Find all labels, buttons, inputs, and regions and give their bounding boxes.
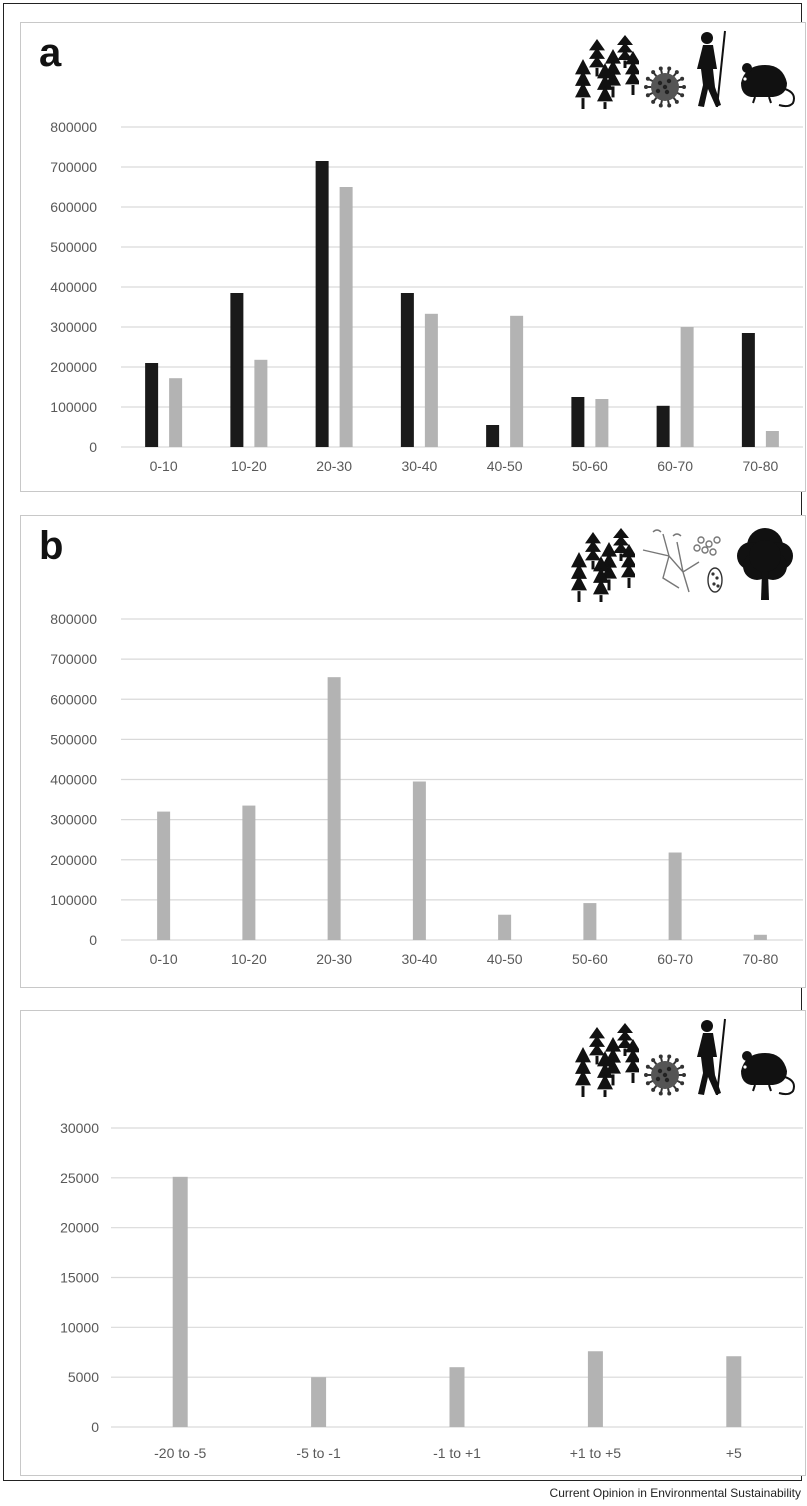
icon-row bbox=[575, 29, 797, 109]
virus-icon bbox=[644, 1054, 686, 1096]
y-tick-label: 5000 bbox=[68, 1369, 99, 1385]
y-tick-label: 30000 bbox=[60, 1120, 99, 1136]
bar bbox=[486, 425, 500, 447]
x-tick-label: -20 to -5 bbox=[154, 1445, 206, 1461]
bar bbox=[172, 1176, 188, 1427]
y-tick-label: 600000 bbox=[50, 199, 97, 215]
x-tick-label: +1 to +5 bbox=[570, 1445, 622, 1461]
x-tick-label: 50-60 bbox=[572, 951, 608, 967]
bar bbox=[145, 363, 159, 447]
source-credit: Current Opinion in Environmental Sustain… bbox=[549, 1486, 801, 1500]
human-icon bbox=[697, 30, 726, 108]
y-tick-label: 300000 bbox=[50, 319, 97, 335]
y-tick-label: 800000 bbox=[50, 611, 97, 627]
bar bbox=[315, 161, 329, 447]
x-tick-label: 30-40 bbox=[401, 458, 437, 474]
y-tick-label: 800000 bbox=[50, 119, 97, 135]
forest-icon bbox=[571, 528, 635, 602]
y-tick-label: 500000 bbox=[50, 731, 97, 747]
y-tick-label: 20000 bbox=[60, 1220, 99, 1236]
bar bbox=[753, 934, 767, 940]
y-tick-label: 700000 bbox=[50, 651, 97, 667]
bar bbox=[254, 359, 268, 447]
x-tick-label: 0-10 bbox=[150, 458, 178, 474]
x-tick-label: 40-50 bbox=[487, 951, 523, 967]
y-tick-label: 100000 bbox=[50, 892, 97, 908]
bar-chart-a: 0 100000 200000 300000 400000 500000 600000 700… bbox=[50, 119, 803, 474]
chart-panel-c: 0 5000 10000 15000 20000 25000 30000 -20 to -5 -… bbox=[20, 1010, 806, 1476]
bar bbox=[424, 313, 438, 447]
y-tick-label: 400000 bbox=[50, 772, 97, 788]
panel-label: b bbox=[39, 524, 64, 568]
bar bbox=[169, 378, 183, 447]
bar bbox=[311, 1377, 327, 1427]
y-tick-label: 600000 bbox=[50, 691, 97, 707]
bar bbox=[741, 333, 755, 447]
x-tick-label: 10-20 bbox=[231, 458, 267, 474]
y-tick-label: 10000 bbox=[60, 1319, 99, 1335]
x-tick-label: 30-40 bbox=[401, 951, 437, 967]
y-tick-label: 15000 bbox=[60, 1270, 99, 1286]
chart-panel-a: 0 100000 200000 300000 400000 500000 600000 700… bbox=[20, 22, 806, 492]
bar bbox=[668, 852, 682, 940]
fungus-icon bbox=[642, 529, 723, 593]
chart-panel-b: 0 100000 200000 300000 400000 500000 600000 700… bbox=[20, 515, 806, 988]
x-tick-label: 20-30 bbox=[316, 951, 352, 967]
x-tick-label: -1 to +1 bbox=[433, 1445, 481, 1461]
forest-icon bbox=[575, 1023, 639, 1097]
rat-icon bbox=[741, 1051, 795, 1096]
x-tick-label: 60-70 bbox=[657, 458, 693, 474]
bar bbox=[583, 903, 597, 940]
y-tick-label: 500000 bbox=[50, 239, 97, 255]
x-tick-label: 10-20 bbox=[231, 951, 267, 967]
bar bbox=[412, 781, 426, 940]
y-tick-label: 200000 bbox=[50, 852, 97, 868]
bar bbox=[400, 293, 414, 447]
x-tick-label: 50-60 bbox=[572, 458, 608, 474]
rat-icon bbox=[741, 63, 795, 108]
bar bbox=[680, 327, 694, 447]
x-tick-label: 70-80 bbox=[742, 951, 778, 967]
tree-icon bbox=[737, 528, 793, 600]
bar bbox=[726, 1356, 742, 1427]
bar bbox=[230, 293, 244, 447]
bar bbox=[327, 677, 341, 940]
y-tick-label: 25000 bbox=[60, 1170, 99, 1186]
y-tick-label: 200000 bbox=[50, 359, 97, 375]
y-tick-label: 100000 bbox=[50, 399, 97, 415]
virus-icon bbox=[644, 66, 686, 108]
bar bbox=[656, 405, 670, 447]
icon-row bbox=[571, 522, 797, 602]
bar bbox=[449, 1367, 465, 1427]
bar bbox=[587, 1351, 603, 1427]
bar-chart-c: 0 5000 10000 15000 20000 25000 30000 -20 to -5 -… bbox=[60, 1120, 803, 1461]
forest-icon bbox=[575, 35, 639, 109]
y-tick-label: 300000 bbox=[50, 812, 97, 828]
bar bbox=[595, 399, 609, 447]
x-tick-label: 60-70 bbox=[657, 951, 693, 967]
y-tick-label: 0 bbox=[89, 932, 97, 948]
x-tick-label: 40-50 bbox=[487, 458, 523, 474]
panel-label: a bbox=[39, 31, 62, 75]
y-tick-label: 0 bbox=[91, 1419, 99, 1435]
x-tick-label: 0-10 bbox=[150, 951, 178, 967]
bar bbox=[339, 187, 353, 447]
bar bbox=[765, 431, 779, 447]
bar bbox=[498, 914, 512, 940]
human-icon bbox=[697, 1018, 726, 1096]
x-tick-label: 70-80 bbox=[742, 458, 778, 474]
icon-row bbox=[575, 1017, 797, 1097]
y-tick-label: 0 bbox=[89, 439, 97, 455]
y-tick-label: 700000 bbox=[50, 159, 97, 175]
bar bbox=[510, 315, 524, 447]
x-tick-label: 20-30 bbox=[316, 458, 352, 474]
x-tick-label: +5 bbox=[726, 1445, 742, 1461]
bar bbox=[242, 805, 256, 940]
bar bbox=[157, 811, 171, 940]
bar bbox=[571, 397, 585, 447]
x-tick-label: -5 to -1 bbox=[296, 1445, 341, 1461]
bar-chart-b: 0 100000 200000 300000 400000 500000 600000 700… bbox=[50, 611, 803, 967]
y-tick-label: 400000 bbox=[50, 279, 97, 295]
